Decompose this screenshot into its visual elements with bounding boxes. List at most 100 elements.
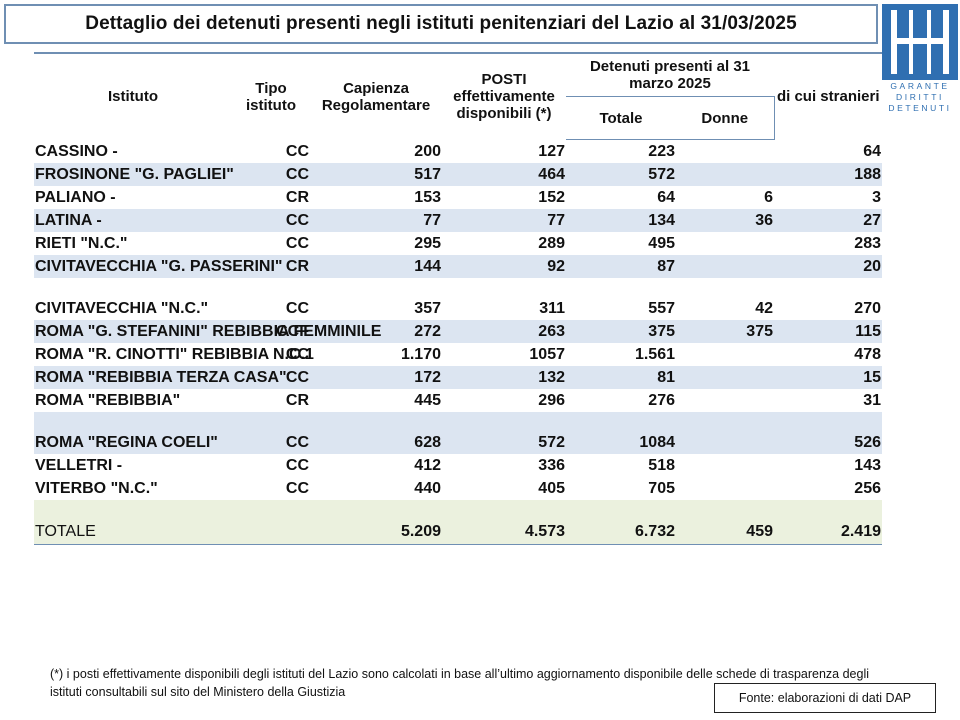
cell-totale: 518 xyxy=(648,457,675,474)
table-row: LATINA - CC 77 77 134 36 27 xyxy=(34,209,882,232)
cell-posti: 152 xyxy=(538,189,565,206)
header-detenuti-group: Detenuti presenti al 31 marzo 2025 xyxy=(566,52,774,97)
cell-totale: 134 xyxy=(566,209,676,232)
cell-posti: 336 xyxy=(538,457,565,474)
cell-totale: 81 xyxy=(566,366,676,389)
source-note: Fonte: elaborazioni di dati DAP xyxy=(714,683,936,713)
cell-posti: 1057 xyxy=(529,346,565,363)
cell-posti: 127 xyxy=(538,143,565,160)
table-row: VELLETRI - CC 412 336 518 143 xyxy=(34,454,882,477)
table-row: CASSINO - CC 200 127 223 64 xyxy=(34,140,882,164)
cell-totale: 495 xyxy=(648,235,675,252)
total-stranieri: 2.419 xyxy=(774,500,882,545)
cell-capienza: 144 xyxy=(310,255,442,278)
cell-tipo: CC xyxy=(285,457,309,474)
cell-capienza: 628 xyxy=(310,412,442,454)
cell-istituto: ROMA "REBIBBIA TERZA CASA" xyxy=(34,366,287,389)
cell-totale: 705 xyxy=(648,480,675,497)
cell-totale: 1.561 xyxy=(634,346,675,363)
cell-capienza: 445 xyxy=(414,392,441,409)
cell-capienza: 412 xyxy=(414,457,441,474)
table-row: ROMA "REBIBBIA" CR 445 296 276 31 xyxy=(34,389,882,412)
cell-posti: 464 xyxy=(442,163,566,186)
cell-capienza: 295 xyxy=(414,235,441,252)
cell-tipo: CCF xyxy=(232,320,310,343)
cell-donne xyxy=(676,255,774,278)
cell-posti: 263 xyxy=(442,320,566,343)
cell-donne: 36 xyxy=(676,209,774,232)
total-label: TOTALE xyxy=(34,500,232,545)
cell-capienza: 77 xyxy=(310,209,442,232)
logo-text-2: DIRITTI xyxy=(896,92,944,102)
footnote: (*) i posti effettivamente disponibili d… xyxy=(50,667,869,699)
cell-posti: 77 xyxy=(442,209,566,232)
cell-capienza: 172 xyxy=(310,366,442,389)
cell-totale: 223 xyxy=(648,143,675,160)
cell-istituto: ROMA "R. CINOTTI" REBIBBIA N.C.1 xyxy=(35,346,314,363)
cell-donne xyxy=(676,477,774,500)
cell-tipo: CC xyxy=(285,300,309,317)
header-totale: Totale xyxy=(566,96,676,140)
cell-tipo: CR xyxy=(232,255,310,278)
cell-stranieri: 143 xyxy=(854,457,881,474)
total-donne: 459 xyxy=(676,500,774,545)
header-donne: Donne xyxy=(676,96,775,140)
table-row: VITERBO "N.C." CC 440 405 705 256 xyxy=(34,477,882,500)
cell-stranieri: 283 xyxy=(854,235,881,252)
cell-istituto: PALIANO - xyxy=(35,189,116,206)
total-tipo xyxy=(232,500,310,545)
cell-istituto: ROMA "REBIBBIA" xyxy=(35,392,181,409)
header-istituto: Istituto xyxy=(34,52,232,140)
cell-posti: 132 xyxy=(442,366,566,389)
cell-donne: 375 xyxy=(676,320,774,343)
cell-posti: 296 xyxy=(538,392,565,409)
cell-totale: 1084 xyxy=(566,412,676,454)
table-row: CIVITAVECCHIA "N.C." CC 357 311 557 42 2… xyxy=(34,278,882,320)
cell-posti: 92 xyxy=(442,255,566,278)
cell-stranieri: 31 xyxy=(863,392,881,409)
cell-capienza: 272 xyxy=(310,320,442,343)
cell-istituto: CIVITAVECCHIA "N.C." xyxy=(35,300,209,317)
garante-logo: GARANTE DIRITTI DETENUTI xyxy=(882,4,958,113)
cell-capienza: 357 xyxy=(414,300,441,317)
cell-istituto: RIETI "N.C." xyxy=(35,235,128,252)
cell-tipo: CC xyxy=(232,209,310,232)
cell-donne xyxy=(676,454,774,477)
cell-stranieri: 3 xyxy=(872,189,881,206)
cell-tipo: CC xyxy=(232,366,310,389)
table-row: ROMA "REBIBBIA TERZA CASA" CC 172 132 81… xyxy=(34,366,882,389)
cell-posti: 405 xyxy=(538,480,565,497)
cell-stranieri: 115 xyxy=(774,320,882,343)
cell-stranieri: 15 xyxy=(774,366,882,389)
cell-capienza: 517 xyxy=(310,163,442,186)
cell-donne xyxy=(676,163,774,186)
table-row: ROMA "R. CINOTTI" REBIBBIA N.C.1 CC 1.17… xyxy=(34,343,882,366)
table-row: CIVITAVECCHIA "G. PASSERINI" CR 144 92 8… xyxy=(34,255,882,278)
cell-istituto: FROSINONE "G. PAGLIEI" xyxy=(34,163,234,186)
cell-stranieri: 526 xyxy=(774,412,882,454)
cell-capienza: 200 xyxy=(414,143,441,160)
cell-posti: 289 xyxy=(538,235,565,252)
cell-tipo: CC xyxy=(285,143,309,160)
total-totale: 6.732 xyxy=(566,500,676,545)
header-stranieri: di cui stranieri xyxy=(774,52,882,140)
cell-stranieri: 20 xyxy=(774,255,882,278)
table-row: FROSINONE "G. PAGLIEI" CC 517 464 572 18… xyxy=(34,163,882,186)
cell-totale: 572 xyxy=(566,163,676,186)
cell-donne: 6 xyxy=(764,189,773,206)
cell-totale: 87 xyxy=(566,255,676,278)
cell-donne xyxy=(676,343,774,366)
logo-text-3: DETENUTI xyxy=(888,103,952,113)
cell-tipo: CR xyxy=(285,189,309,206)
cell-totale: 375 xyxy=(566,320,676,343)
cell-istituto: VELLETRI - xyxy=(35,457,123,474)
cell-tipo: CC xyxy=(232,163,310,186)
cell-stranieri: 270 xyxy=(854,300,881,317)
cell-posti: 311 xyxy=(539,300,565,317)
cell-donne xyxy=(676,366,774,389)
cell-tipo: CC xyxy=(285,235,309,252)
cell-istituto: ROMA "G. STEFANINI" REBIBBIA FEMMINILE xyxy=(34,320,381,343)
cell-istituto: CIVITAVECCHIA "G. PASSERINI" xyxy=(34,255,283,278)
total-posti: 4.573 xyxy=(442,500,566,545)
cell-posti: 572 xyxy=(442,412,566,454)
